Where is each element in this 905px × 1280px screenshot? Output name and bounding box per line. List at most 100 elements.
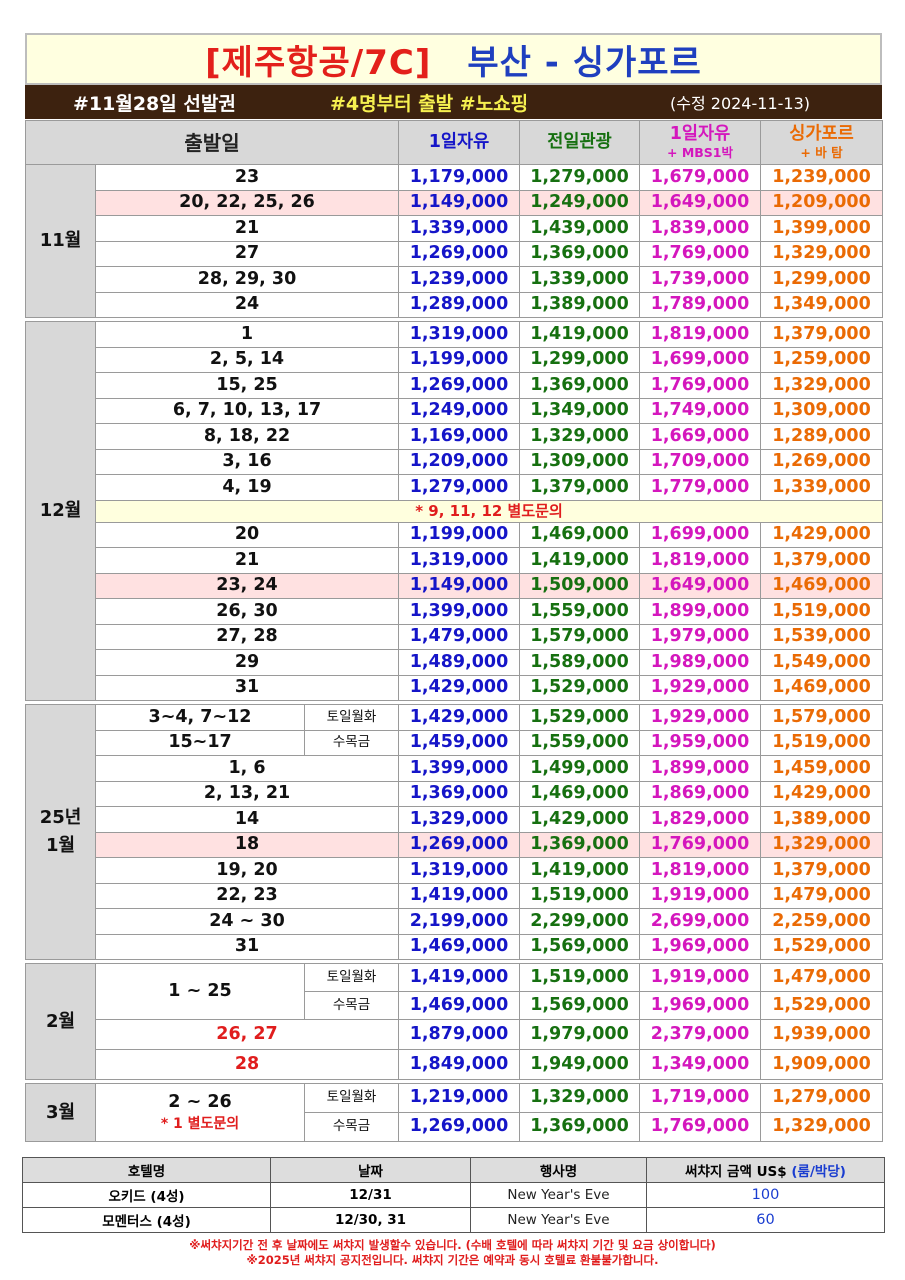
- price-cell: 1,769,000: [639, 240, 761, 267]
- hotel-name: 모멘터스 (4성): [22, 1207, 271, 1233]
- price-cell: 1,439,000: [519, 215, 640, 242]
- price-cell: 1,419,000: [519, 547, 640, 574]
- price-cell: 1,199,000: [398, 521, 520, 548]
- price-cell: 1,899,000: [639, 755, 761, 782]
- price-cell: 1,379,000: [519, 474, 640, 501]
- price-row: 4, 19 1,279,000 1,379,000 1,779,000 1,339,00…: [26, 474, 883, 501]
- event-header: 행사명: [470, 1157, 647, 1183]
- price-cell: 1,339,000: [519, 266, 640, 293]
- price-cell: 1,429,000: [398, 674, 520, 701]
- price-cell: 1,969,000: [639, 991, 761, 1020]
- price-cell: 1,749,000: [639, 397, 761, 424]
- price-row: * 9, 11, 12 별도문의: [26, 499, 883, 523]
- price-cell: 1,279,000: [398, 474, 520, 501]
- price-cell: 1,299,000: [519, 346, 640, 373]
- price-cell: 1,179,000: [398, 164, 520, 191]
- price-cell: 1,329,000: [760, 372, 883, 399]
- price-cell: 2,379,000: [639, 1019, 761, 1050]
- price-cell: 2,199,000: [398, 908, 520, 935]
- section-gap: [25, 700, 883, 705]
- price-cell: 1,559,000: [519, 729, 640, 756]
- header-singapore-batam: 싱가포르 + 바 탐: [760, 120, 883, 165]
- price-cell: 1,349,000: [639, 1049, 761, 1080]
- departure-dates: 28: [95, 1049, 399, 1080]
- promo-text: #11월28일 선발권: [73, 92, 236, 115]
- price-row: 12월 1 1,319,000 1,419,000 1,819,000 1,379,000: [25, 321, 883, 701]
- departure-dates: 29: [95, 649, 399, 676]
- price-row: 20 1,199,000 1,469,000 1,699,000 1,429,000: [26, 521, 883, 548]
- price-cell: 1,479,000: [398, 623, 520, 650]
- price-row: 25년 1월 3~4, 7~12 토일월화 1,429,000 1,529,000 1,92…: [25, 704, 883, 960]
- price-cell: 1,329,000: [398, 806, 520, 833]
- departure-dates: 20, 22, 25, 26: [95, 189, 399, 216]
- price-cell: 1,769,000: [639, 372, 761, 399]
- price-cell: 1,519,000: [519, 963, 640, 992]
- date-header: 날짜: [270, 1157, 471, 1183]
- departure-dates: 15, 25: [95, 372, 399, 399]
- price-cell: 1,269,000: [398, 1112, 520, 1142]
- price-row: 2, 13, 21 1,369,000 1,469,000 1,869,000 1,42…: [26, 780, 883, 807]
- price-cell: 1,309,000: [519, 448, 640, 475]
- price-cell: 1,289,000: [760, 423, 883, 450]
- price-cell: 1,329,000: [519, 1083, 640, 1113]
- departure-dates: 22, 23: [95, 882, 399, 909]
- surcharge-row: 오키드 (4성) 12/31 New Year's Eve 100: [22, 1182, 885, 1208]
- price-cell: 1,379,000: [760, 547, 883, 574]
- price-cell: 1,479,000: [760, 882, 883, 909]
- price-row: 28 1,849,000 1,949,000 1,349,000 1,909,000: [26, 1049, 883, 1080]
- surcharge-header: 호텔명 날짜 행사명 써챠지 금액 US$ (룸/박당): [22, 1157, 885, 1183]
- price-cell: 1,379,000: [760, 857, 883, 884]
- price-cell: 1,569,000: [519, 991, 640, 1020]
- price-cell: 1,699,000: [639, 346, 761, 373]
- price-cell: 1,969,000: [639, 933, 761, 960]
- price-cell: 1,499,000: [519, 755, 640, 782]
- price-cell: 1,319,000: [398, 547, 520, 574]
- departure-dates: 19, 20: [95, 857, 399, 884]
- price-row: 11월 23 1,179,000 1,279,000 1,679,000 1,239,00…: [25, 164, 883, 318]
- price-row: 26, 27 1,879,000 1,979,000 2,379,000 1,939,0…: [26, 1019, 883, 1050]
- price-cell: 1,469,000: [398, 991, 520, 1020]
- price-cell: 1,379,000: [760, 321, 883, 348]
- price-cell: 1,269,000: [398, 240, 520, 267]
- price-cell: 1,319,000: [398, 857, 520, 884]
- inquiry-note: * 9, 11, 12 별도문의: [95, 499, 883, 523]
- price-cell: 1,519,000: [760, 729, 883, 756]
- price-cell: 1,299,000: [760, 266, 883, 293]
- price-cell: 1,279,000: [519, 164, 640, 191]
- price-cell: 1,589,000: [519, 649, 640, 676]
- month-label: 2월: [25, 963, 96, 1080]
- footer-notes: ※써챠지기간 전 후 날짜에도 써챠지 발생할수 있습니다. (수배 호텔에 따…: [0, 1238, 905, 1268]
- price-cell: 1,579,000: [760, 704, 883, 731]
- price-row: 19, 20 1,319,000 1,419,000 1,819,000 1,379,0…: [26, 857, 883, 884]
- price-cell: 1,399,000: [398, 598, 520, 625]
- price-cell: 1,339,000: [398, 215, 520, 242]
- price-cell: 1,829,000: [639, 806, 761, 833]
- price-row: 15~17 수목금 1,459,000 1,559,000 1,959,000 1,519…: [26, 729, 883, 756]
- price-cell: 1,669,000: [639, 423, 761, 450]
- price-cell: 1,519,000: [519, 882, 640, 909]
- footer-note-2: ※2025년 써챠지 공지전입니다. 써챠지 기간은 예약과 동시 호텔료 환불…: [246, 1253, 659, 1267]
- price-row: 21 1,339,000 1,439,000 1,839,000 1,399,000: [26, 215, 883, 242]
- inquiry-note: * 1 별도문의: [160, 1116, 240, 1133]
- price-cell: 1,559,000: [519, 598, 640, 625]
- hotel-date: 12/31: [270, 1182, 471, 1208]
- price-cell: 1,539,000: [760, 623, 883, 650]
- hotel-event: New Year's Eve: [470, 1182, 647, 1208]
- weekday-label: 토일월화: [304, 1083, 399, 1113]
- price-cell: 1,419,000: [519, 321, 640, 348]
- price-cell: 1,269,000: [398, 372, 520, 399]
- price-row: 23, 24 1,149,000 1,509,000 1,649,000 1,469,0…: [26, 572, 883, 599]
- departure-dates: 18: [95, 831, 399, 858]
- price-cell: 1,529,000: [519, 704, 640, 731]
- section-gap: [25, 317, 883, 322]
- hotel-date: 12/30, 31: [270, 1207, 471, 1233]
- price-cell: 1,819,000: [639, 857, 761, 884]
- price-row: 22, 23 1,419,000 1,519,000 1,919,000 1,479,0…: [26, 882, 883, 909]
- departure-dates: 14: [95, 806, 399, 833]
- price-cell: 1,469,000: [519, 780, 640, 807]
- price-cell: 1,369,000: [519, 372, 640, 399]
- price-cell: 1,909,000: [760, 1049, 883, 1080]
- price-cell: 1,489,000: [398, 649, 520, 676]
- hotel-name: 오키드 (4성): [22, 1182, 271, 1208]
- price-cell: 1,209,000: [398, 448, 520, 475]
